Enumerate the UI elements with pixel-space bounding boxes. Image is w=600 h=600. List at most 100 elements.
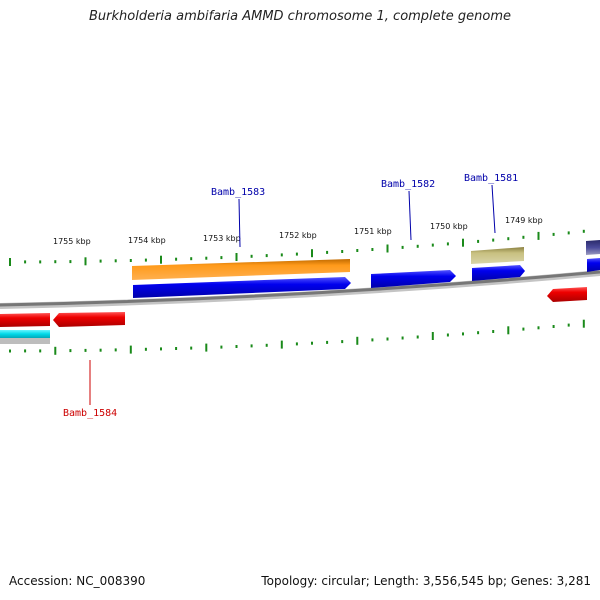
gene-arrow-blue-edge[interactable] [587, 258, 600, 272]
genome-stats-text: Topology: circular; Length: 3,556,545 bp… [261, 574, 591, 588]
upper-track-minor-tick [416, 244, 419, 248]
upper-track-minor-tick [552, 232, 555, 236]
kbp-label-1752: 1752 kbp [279, 231, 317, 240]
leader-line-bamb-1581 [491, 184, 496, 234]
upper-track-major-tick [311, 249, 313, 258]
upper-track-minor-tick [99, 259, 102, 263]
gene-label-bamb-1582[interactable]: Bamb_1582 [381, 179, 435, 190]
lower-track-major-tick [507, 326, 510, 335]
lower-track-minor-tick [537, 326, 540, 330]
gene-bamb-1584[interactable] [53, 312, 125, 327]
gene-bar-khaki[interactable] [471, 247, 524, 264]
lower-track-minor-tick [401, 336, 404, 340]
upper-track-major-tick [84, 257, 87, 266]
lower-track-minor-tick [386, 337, 389, 341]
gene-bar-red-left-edge[interactable] [0, 313, 50, 327]
lower-track-major-tick [431, 332, 434, 340]
upper-track-minor-tick [24, 260, 27, 264]
upper-track-minor-tick [265, 254, 268, 258]
upper-track-minor-tick [114, 259, 117, 263]
kbp-label-1750: 1750 kbp [430, 222, 468, 231]
upper-track-minor-tick [522, 235, 525, 239]
gene-bamb-1581[interactable] [471, 247, 525, 281]
upper-track-minor-tick [69, 260, 72, 264]
upper-track-minor-tick [341, 250, 344, 253]
upper-track-minor-tick [54, 260, 57, 264]
lower-track-minor-tick [99, 348, 102, 352]
upper-track-minor-tick [250, 254, 253, 258]
accession-text: Accession: NC_008390 [9, 574, 146, 588]
gene-bamb-1583[interactable] [132, 259, 351, 298]
gene-arrow-red-1584[interactable] [53, 312, 125, 327]
upper-track-minor-tick [190, 257, 193, 261]
lower-track-minor-tick [295, 342, 298, 346]
lower-track-major-tick [129, 345, 132, 354]
upper-track-minor-tick [220, 256, 223, 260]
gene-arrow-blue-1583[interactable] [133, 277, 351, 298]
upper-track-minor-tick [144, 258, 147, 262]
gene-bar-cyan-left-edge[interactable] [0, 330, 50, 338]
lower-track-minor-tick [567, 323, 570, 327]
lower-track-minor-tick [265, 343, 268, 347]
upper-track-minor-tick [205, 256, 208, 260]
lower-track-minor-tick [477, 331, 480, 335]
gene-arrow-blue-1582[interactable] [371, 270, 456, 288]
kbp-label-1755: 1755 kbp [53, 237, 91, 246]
upper-track-minor-tick [477, 239, 480, 243]
gene-bar-grey-left-edge[interactable] [0, 338, 50, 344]
gene-bamb-1582[interactable] [371, 270, 456, 288]
upper-track-minor-tick [446, 242, 449, 246]
lower-track-minor-tick [492, 330, 495, 333]
upper-track-minor-tick [295, 252, 298, 256]
gene-bar-purple-edge[interactable] [586, 240, 600, 255]
kbp-label-1751: 1751 kbp [354, 227, 392, 236]
upper-track-minor-tick [39, 260, 42, 264]
leader-line-bamb-1583 [238, 198, 241, 248]
tick-track-upper [9, 229, 585, 266]
lower-track-minor-tick [326, 340, 329, 344]
kbp-label-1749: 1749 kbp [505, 216, 543, 225]
lower-track-minor-tick [144, 347, 147, 351]
upper-track-minor-tick [175, 257, 178, 261]
lower-track-major-tick [356, 336, 359, 345]
lower-track-minor-tick [416, 335, 419, 339]
upper-track-minor-tick [582, 229, 585, 233]
lower-track-major-tick [205, 343, 208, 352]
lower-track-major-tick [280, 340, 283, 349]
gene-bar-orange[interactable] [132, 259, 350, 280]
upper-track-minor-tick [401, 245, 404, 249]
upper-track-major-tick [160, 255, 162, 264]
upper-track-minor-tick [326, 250, 329, 254]
upper-track-minor-tick [280, 253, 283, 257]
tick-track-lower [9, 319, 585, 355]
lower-track-minor-tick [84, 348, 87, 352]
upper-track-major-tick [235, 253, 238, 261]
lower-track-major-tick [54, 346, 57, 355]
kbp-label-1753: 1753 kbp [203, 234, 241, 243]
lower-track-minor-tick [371, 338, 374, 342]
upper-track-major-tick [537, 231, 540, 240]
genome-backbone-highlight [0, 270, 600, 307]
lower-track-minor-tick [552, 325, 555, 328]
lower-track-minor-tick [522, 327, 525, 331]
lower-track-minor-tick [220, 345, 223, 349]
gene-label-bamb-1583[interactable]: Bamb_1583 [211, 187, 265, 198]
gene-arrow-red-right[interactable] [547, 287, 587, 302]
upper-track-minor-tick [129, 259, 132, 262]
lower-track-minor-tick [39, 349, 42, 353]
lower-track-minor-tick [160, 347, 162, 351]
gene-label-bamb-1581[interactable]: Bamb_1581 [464, 173, 518, 184]
lower-track-minor-tick [175, 347, 178, 350]
lower-track-minor-tick [462, 332, 464, 336]
upper-track-minor-tick [356, 249, 359, 252]
gene-label-bamb-1584[interactable]: Bamb_1584 [63, 408, 117, 419]
upper-track-minor-tick [431, 243, 434, 247]
page-title: Burkholderia ambifaria AMMD chromosome 1… [88, 9, 512, 24]
lower-track-minor-tick [341, 340, 344, 344]
lower-track-minor-tick [190, 346, 193, 350]
upper-track-minor-tick [567, 231, 570, 235]
lower-track-minor-tick [250, 344, 253, 348]
lower-track-minor-tick [24, 349, 27, 353]
gene-arrow-blue-1581[interactable] [472, 265, 525, 281]
